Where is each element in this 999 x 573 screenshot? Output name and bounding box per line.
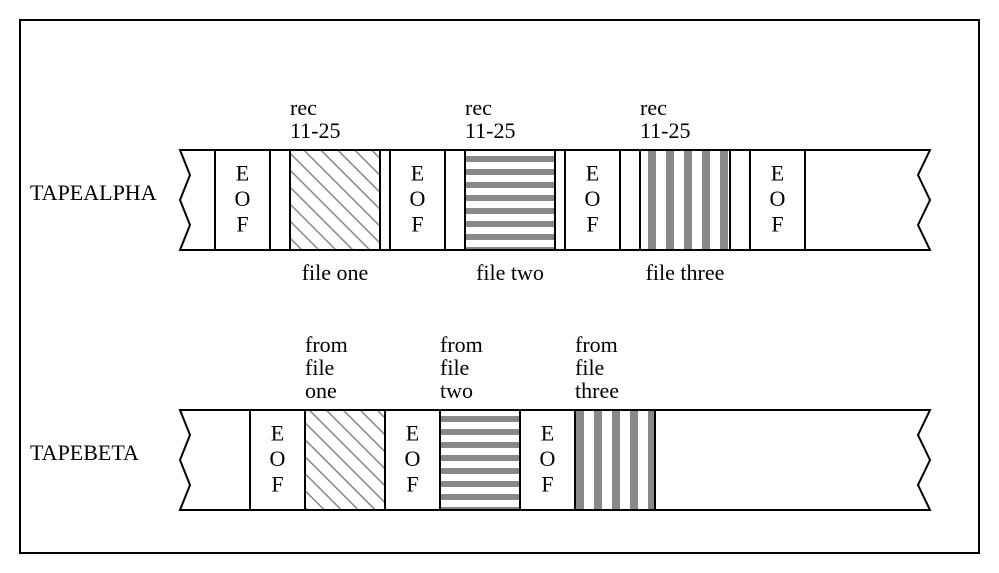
svg-text:TAPEBETA: TAPEBETA bbox=[30, 440, 139, 465]
data-block bbox=[640, 150, 730, 250]
svg-text:O: O bbox=[405, 446, 421, 471]
svg-text:E: E bbox=[411, 161, 424, 186]
svg-text:file: file bbox=[440, 355, 469, 380]
svg-text:E: E bbox=[236, 161, 249, 186]
svg-text:O: O bbox=[770, 186, 786, 211]
svg-text:from: from bbox=[305, 332, 348, 357]
data-block bbox=[290, 150, 380, 250]
svg-text:O: O bbox=[585, 186, 601, 211]
svg-text:TAPEALPHA: TAPEALPHA bbox=[30, 180, 157, 205]
svg-text:E: E bbox=[271, 421, 284, 446]
data-block bbox=[305, 410, 385, 510]
svg-text:E: E bbox=[406, 421, 419, 446]
svg-text:O: O bbox=[235, 186, 251, 211]
svg-text:file: file bbox=[305, 355, 334, 380]
svg-text:file three: file three bbox=[646, 260, 725, 285]
svg-text:two: two bbox=[440, 378, 473, 403]
data-block bbox=[440, 410, 520, 510]
svg-text:rec: rec bbox=[640, 95, 667, 120]
svg-text:E: E bbox=[586, 161, 599, 186]
data-block bbox=[465, 150, 555, 250]
svg-text:F: F bbox=[236, 211, 248, 236]
svg-text:rec: rec bbox=[290, 95, 317, 120]
svg-text:file one: file one bbox=[302, 260, 369, 285]
svg-text:11-25: 11-25 bbox=[465, 118, 516, 143]
svg-text:O: O bbox=[410, 186, 426, 211]
svg-text:from: from bbox=[575, 332, 618, 357]
svg-text:F: F bbox=[586, 211, 598, 236]
svg-text:F: F bbox=[271, 471, 283, 496]
svg-text:one: one bbox=[305, 378, 337, 403]
svg-text:O: O bbox=[540, 446, 556, 471]
svg-text:three: three bbox=[575, 378, 619, 403]
tape-diagram: TAPEALPHAEOFrec11-25file oneEOFrec11-25f… bbox=[0, 0, 999, 573]
svg-text:file two: file two bbox=[476, 260, 544, 285]
svg-text:from: from bbox=[440, 332, 483, 357]
svg-text:F: F bbox=[771, 211, 783, 236]
svg-text:F: F bbox=[541, 471, 553, 496]
svg-text:11-25: 11-25 bbox=[290, 118, 341, 143]
svg-text:E: E bbox=[541, 421, 554, 446]
svg-text:rec: rec bbox=[465, 95, 492, 120]
svg-text:file: file bbox=[575, 355, 604, 380]
svg-text:F: F bbox=[411, 211, 423, 236]
svg-text:E: E bbox=[771, 161, 784, 186]
data-block bbox=[575, 410, 655, 510]
svg-text:O: O bbox=[270, 446, 286, 471]
svg-text:F: F bbox=[406, 471, 418, 496]
svg-text:11-25: 11-25 bbox=[640, 118, 691, 143]
